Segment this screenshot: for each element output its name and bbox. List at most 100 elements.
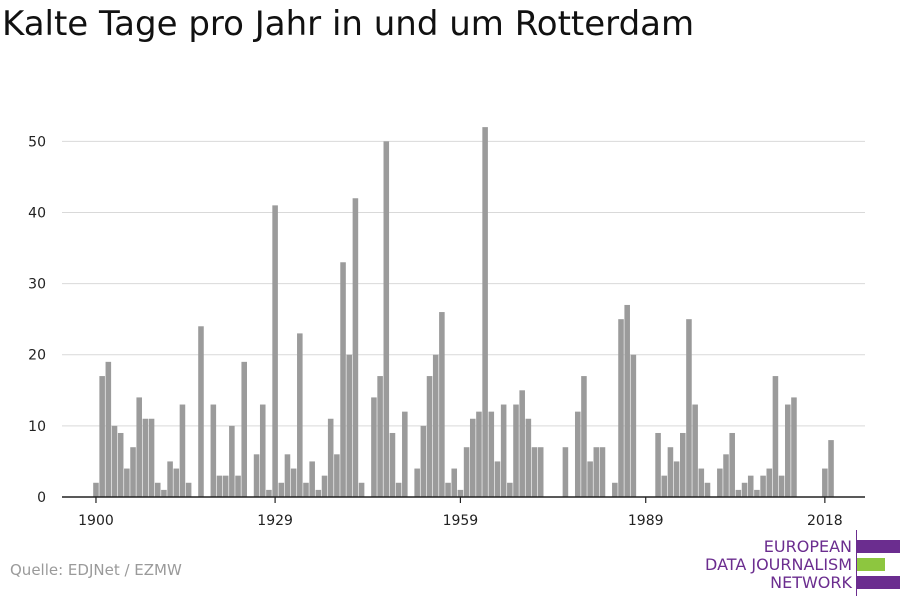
bar-1903 [111,425,118,497]
y-tick-label-0: 0 [37,490,46,506]
bar-1933 [297,333,303,497]
bar-1937 [321,475,328,497]
bar-1964 [488,411,495,497]
bar-2019 [828,440,834,497]
bar-1968 [513,404,519,497]
logo-text-line3: NETWORK [770,573,852,592]
bar-1979 [581,376,587,497]
bar-2007 [754,489,760,497]
y-tick-label-50: 50 [28,134,46,150]
bar-1928 [266,489,272,497]
bar-1920 [216,475,223,497]
y-tick-label-10: 10 [28,419,46,435]
bar-1958 [451,468,458,497]
bar-1910 [154,482,161,497]
bar-1927 [259,404,266,497]
bar-1963 [482,127,488,497]
bar-1923 [235,475,241,497]
bar-1905 [124,468,130,497]
x-tick-label-1959: 1959 [443,513,479,529]
bar-1980 [587,461,593,497]
bar-1950 [402,411,408,497]
bar-1954 [426,376,433,497]
bar-1994 [673,461,680,497]
chart-title: Kalte Tage pro Jahr in und um Rotterdam [2,4,695,44]
bar-1938 [327,418,334,497]
bar-1936 [315,489,322,497]
x-tick-label-1989: 1989 [628,513,664,529]
bar-1914 [179,404,186,497]
logo-text-line2: DATA JOURNALISM [705,555,852,574]
bar-1996 [686,319,692,497]
bar-1939 [334,454,340,497]
bar-1902 [105,361,112,497]
bar-1985 [618,319,624,497]
bar-1946 [377,376,383,497]
bar-2010 [772,376,779,497]
bar-1959 [457,489,464,497]
bar-1921 [222,475,229,497]
bar-1999 [704,482,711,497]
bar-1913 [173,468,180,497]
bar-1915 [185,482,192,497]
bar-1998 [698,468,705,497]
bar-1952 [414,468,420,497]
grid-lines [62,140,865,427]
logo-divider [856,530,857,596]
bar-1906 [130,447,136,497]
bar-2004 [735,489,742,497]
bar-1945 [371,397,377,497]
bar-2003 [729,432,735,497]
bar-1992 [661,475,668,497]
bar-2013 [791,397,797,497]
bar-1935 [309,461,315,497]
logo-bar-green [857,558,885,571]
bar-1929 [272,205,278,497]
bar-1955 [432,354,439,497]
bar-1924 [241,361,247,497]
bar-1986 [624,304,630,497]
bar-1956 [439,312,445,497]
bar-2005 [741,482,748,497]
bar-1901 [99,376,105,497]
bar-1987 [630,354,637,497]
bar-1926 [253,454,260,497]
bar-1976 [562,447,569,497]
bar-1909 [148,418,155,497]
bar-1971 [531,447,538,497]
bar-1911 [161,489,167,497]
logo-bar-purple-bottom [857,576,900,589]
bar-1932 [290,468,297,497]
bar-1904 [117,432,124,497]
bar-2006 [747,475,754,497]
bar-1966 [500,404,507,497]
bar-1941 [346,354,353,497]
bar-1930 [278,482,285,497]
bar-1912 [167,461,173,497]
x-tick-label-1929: 1929 [257,513,293,529]
bar-1981 [593,447,600,497]
bar-1961 [469,418,476,497]
x-ticks: 1900 1929 1959 1989 2018 [78,497,843,529]
y-tick-label-20: 20 [28,348,46,364]
bar-1917 [198,326,204,497]
bar-2009 [766,468,773,497]
source-note: Quelle: EDJNet / EZMW [10,561,182,579]
logo-bar-purple-top [857,540,900,553]
bar-1907 [136,397,142,497]
bar-1982 [599,447,606,497]
bar-1960 [463,447,470,497]
bar-1984 [612,482,618,497]
bar-1978 [574,411,581,497]
y-tick-label-40: 40 [28,205,46,221]
bar-1967 [507,482,513,497]
bar-1995 [680,432,686,497]
bar-1953 [420,425,427,497]
logo-text-line1: EUROPEAN [763,537,852,556]
bar-1919 [210,404,217,497]
bar-2012 [785,404,791,497]
bar-1969 [519,390,525,497]
bar-2011 [778,475,785,497]
bar-1970 [525,418,532,497]
